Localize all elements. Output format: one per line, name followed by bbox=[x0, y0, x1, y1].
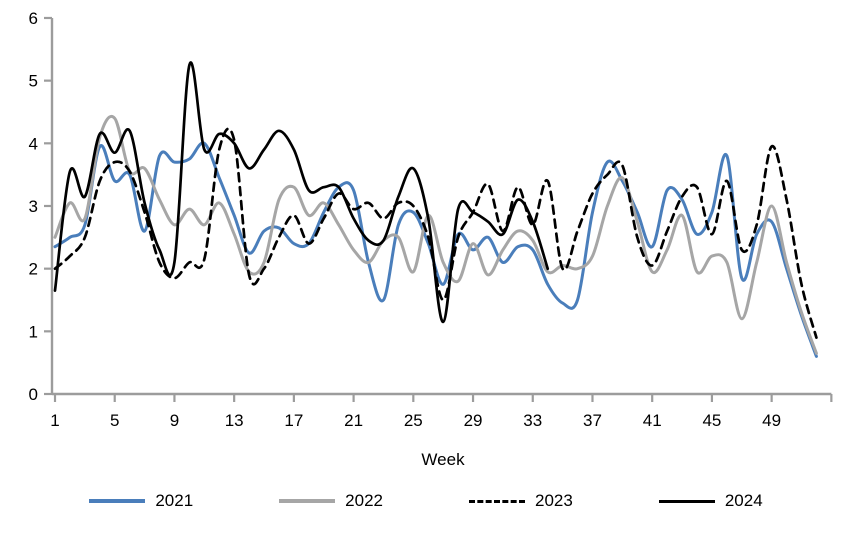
y-tick-label: 6 bbox=[29, 9, 38, 28]
series-line-2022 bbox=[53, 114, 818, 355]
x-tick-label: 25 bbox=[404, 411, 423, 430]
legend-label-2024: 2024 bbox=[724, 491, 763, 510]
x-tick-label: 41 bbox=[643, 411, 662, 430]
legend-label-2021: 2021 bbox=[155, 491, 194, 510]
x-tick-label: 37 bbox=[583, 411, 602, 430]
x-tick-label: 17 bbox=[284, 411, 303, 430]
x-tick-label: 21 bbox=[344, 411, 363, 430]
y-tick-label: 0 bbox=[29, 385, 38, 404]
legend-item-2024: 2024 bbox=[658, 491, 763, 511]
legend: 2021 2022 2023 2024 bbox=[0, 491, 852, 511]
legend-line-sample-2023 bbox=[469, 499, 525, 503]
x-tick-label: 5 bbox=[110, 411, 119, 430]
x-tick-label: 13 bbox=[225, 411, 244, 430]
x-tick-label: 1 bbox=[50, 411, 59, 430]
legend-line-sample-2022 bbox=[279, 499, 336, 503]
legend-label-2022: 2022 bbox=[345, 491, 383, 510]
y-tick-label: 5 bbox=[29, 72, 38, 91]
legend-item-2021: 2021 bbox=[89, 491, 193, 511]
legend-item-2023: 2023 bbox=[469, 491, 573, 511]
legend-line-sample-2021 bbox=[89, 499, 146, 503]
y-tick-label: 1 bbox=[29, 322, 38, 341]
series-line-2023 bbox=[53, 127, 818, 339]
x-tick-label: 29 bbox=[464, 411, 483, 430]
x-tick-label: 33 bbox=[523, 411, 542, 430]
x-axis-title: Week bbox=[421, 450, 465, 469]
series-line-2024 bbox=[53, 61, 550, 324]
y-tick-label: 4 bbox=[29, 134, 38, 153]
y-tick-label: 3 bbox=[29, 197, 38, 216]
y-tick-label: 2 bbox=[29, 260, 38, 279]
legend-line-sample-2024 bbox=[658, 499, 715, 503]
x-tick-label: 45 bbox=[702, 411, 721, 430]
legend-item-2022: 2022 bbox=[279, 491, 383, 511]
series-line-2021 bbox=[53, 141, 818, 358]
x-tick-label: 9 bbox=[170, 411, 179, 430]
x-tick-label: 49 bbox=[762, 411, 781, 430]
legend-label-2023: 2023 bbox=[535, 491, 573, 510]
